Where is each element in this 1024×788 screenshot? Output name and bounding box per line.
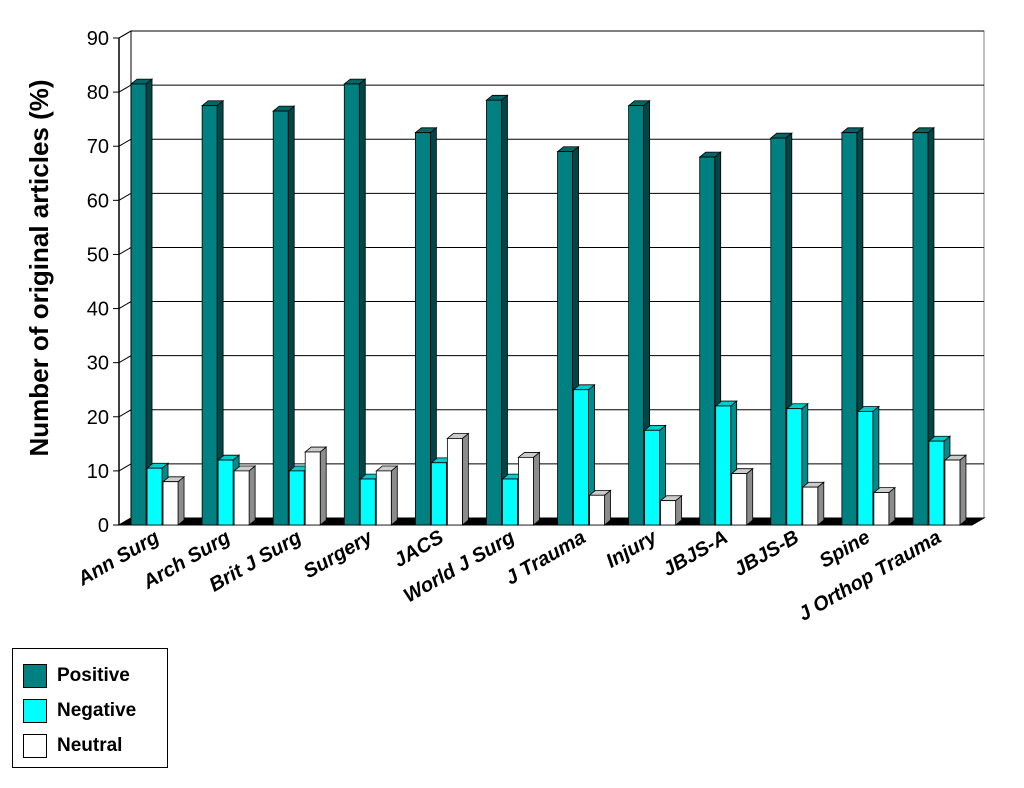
- y-tick-label: 10: [87, 461, 109, 483]
- bar-neutral-spine-side: [888, 486, 896, 526]
- bar-positive-jbjs-b: [770, 137, 787, 526]
- gridline-side: [118, 409, 132, 418]
- y-tick-label: 0: [98, 515, 109, 537]
- y-axis-label: Number of original articles (%): [24, 79, 54, 456]
- bar-neutral-world-j-surg: [518, 456, 534, 526]
- legend-swatch-negative: [23, 699, 47, 723]
- y-tick-label: 30: [87, 353, 109, 375]
- bar-positive-spine: [841, 132, 858, 526]
- bar-negative-spine: [857, 410, 874, 526]
- bar-positive-injury: [628, 105, 645, 526]
- bar-positive-brit-j-surg-side: [287, 105, 295, 526]
- bar-neutral-arch-surg: [233, 470, 250, 526]
- gridline-side: [118, 84, 132, 93]
- bar-positive-surgery-side: [358, 78, 366, 526]
- x-tick-label: J Trauma: [502, 526, 590, 589]
- legend-item-positive: Positive: [23, 663, 130, 689]
- plot-floor: [117, 517, 986, 526]
- bar-positive-brit-j-surg: [272, 110, 289, 526]
- x-tick-label: Surgery: [300, 526, 377, 583]
- bar-positive-world-j-surg: [486, 99, 502, 526]
- y-tick-label: 20: [87, 407, 109, 429]
- bar-positive-jacs: [414, 132, 431, 526]
- gridline-side: [118, 463, 132, 472]
- bar-negative-jbjs-a: [715, 405, 732, 526]
- plot-side-wall: [118, 30, 132, 526]
- bar-negative-surgery: [359, 478, 376, 526]
- gridline-side: [118, 301, 132, 309]
- bar-negative-j-orthop-trauma: [928, 440, 945, 526]
- bar-positive-j-trauma: [557, 151, 573, 526]
- bar-negative-jacs: [430, 462, 447, 526]
- gridline-side: [118, 247, 132, 255]
- y-tick-label: 50: [87, 244, 109, 266]
- y-tick-label: 40: [87, 299, 109, 321]
- y-tick-label: 60: [87, 190, 109, 212]
- bar-positive-jbjs-a: [699, 156, 716, 526]
- bar-neutral-injury: [660, 500, 677, 526]
- bar-neutral-j-orthop-trauma: [944, 459, 961, 526]
- x-tick-label: JBJS-B: [730, 526, 803, 581]
- x-tick-label: JBJS-A: [659, 526, 732, 581]
- x-tick-label: Injury: [602, 526, 661, 573]
- bar-neutral-jbjs-b: [802, 486, 819, 526]
- bar-positive-surgery: [343, 83, 360, 526]
- bar-neutral-ann-surg-side: [177, 475, 185, 526]
- legend-swatch-neutral: [23, 734, 47, 758]
- bar-negative-injury: [644, 429, 661, 526]
- bar-neutral-jbjs-a-side: [746, 467, 754, 526]
- legend-label-positive: Positive: [57, 665, 130, 686]
- gridline-side: [118, 355, 132, 364]
- bar-neutral-jbjs-b-side: [817, 481, 825, 526]
- legend: Positive Negative Neutral: [12, 648, 168, 768]
- bar-neutral-surgery: [375, 470, 392, 526]
- bar-neutral-spine: [873, 492, 890, 526]
- gridline-side: [118, 30, 132, 39]
- bar-neutral-jacs-side: [461, 432, 469, 526]
- bar-negative-arch-surg: [217, 459, 234, 526]
- bar-negative-j-trauma: [573, 389, 589, 526]
- bar-positive-j-orthop-trauma: [912, 132, 929, 526]
- legend-label-neutral: Neutral: [57, 735, 123, 756]
- bar-neutral-world-j-surg-side: [533, 451, 540, 526]
- y-tick-label: 80: [87, 82, 109, 104]
- legend-item-neutral: Neutral: [23, 733, 122, 759]
- gridline-side: [118, 138, 132, 147]
- bar-neutral-j-orthop-trauma-side: [959, 454, 967, 526]
- bar-negative-ann-surg: [146, 467, 163, 526]
- bar-neutral-jbjs-a: [731, 473, 748, 526]
- bar-neutral-surgery-side: [390, 465, 398, 526]
- bar-negative-brit-j-surg: [288, 470, 305, 526]
- bar-neutral-j-trauma-side: [604, 489, 611, 526]
- bar-positive-ann-surg: [130, 83, 147, 526]
- bar-positive-world-j-surg-side: [501, 94, 508, 526]
- bar-neutral-brit-j-surg: [304, 451, 321, 526]
- legend-label-negative: Negative: [57, 700, 137, 721]
- gridline-side: [118, 192, 132, 201]
- bar-neutral-brit-j-surg-side: [319, 446, 327, 526]
- bar-neutral-j-trauma: [589, 494, 605, 526]
- y-tick-label: 90: [87, 28, 109, 50]
- legend-item-negative: Negative: [23, 698, 136, 724]
- bar-positive-ann-surg-side: [145, 78, 153, 526]
- bar-positive-arch-surg: [201, 105, 218, 526]
- bar-neutral-jacs: [446, 438, 463, 526]
- bar-neutral-arch-surg-side: [248, 465, 256, 526]
- legend-swatch-positive: [23, 664, 47, 688]
- bar-negative-world-j-surg: [502, 478, 518, 526]
- bar-neutral-ann-surg: [162, 481, 179, 526]
- y-tick-label: 70: [87, 136, 109, 158]
- bar-negative-jbjs-b: [786, 408, 803, 526]
